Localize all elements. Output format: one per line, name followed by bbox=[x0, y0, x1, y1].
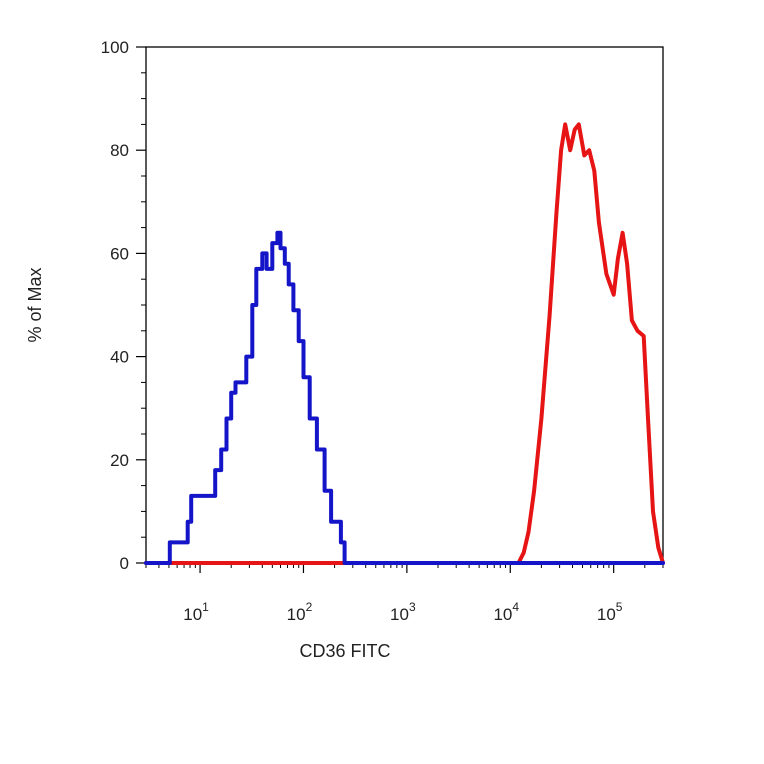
x-tick-label: 105 bbox=[597, 600, 623, 624]
y-tick-label: 40 bbox=[110, 348, 129, 367]
y-tick-label: 0 bbox=[120, 554, 129, 573]
x-tick-label: 104 bbox=[493, 600, 519, 624]
x-axis-title: CD36 FITC bbox=[299, 641, 390, 661]
x-tick-label: 101 bbox=[183, 600, 209, 624]
y-tick-label: 20 bbox=[110, 451, 129, 470]
x-tick-label: 103 bbox=[390, 600, 416, 624]
y-axis-title: % of Max bbox=[25, 267, 45, 342]
series-0-line bbox=[144, 230, 665, 565]
x-tick-label: 102 bbox=[287, 600, 313, 624]
series-layer bbox=[144, 122, 665, 565]
plot-frame bbox=[145, 46, 664, 564]
y-tick-label: 80 bbox=[110, 141, 129, 160]
y-tick-label: 100 bbox=[101, 38, 129, 57]
plot-area bbox=[145, 46, 664, 564]
axis-labels: 0 20 40 60 80 100 101 102 103 104 105 bbox=[101, 38, 623, 624]
y-tick-label: 60 bbox=[110, 244, 129, 263]
series-1-line bbox=[144, 122, 665, 565]
